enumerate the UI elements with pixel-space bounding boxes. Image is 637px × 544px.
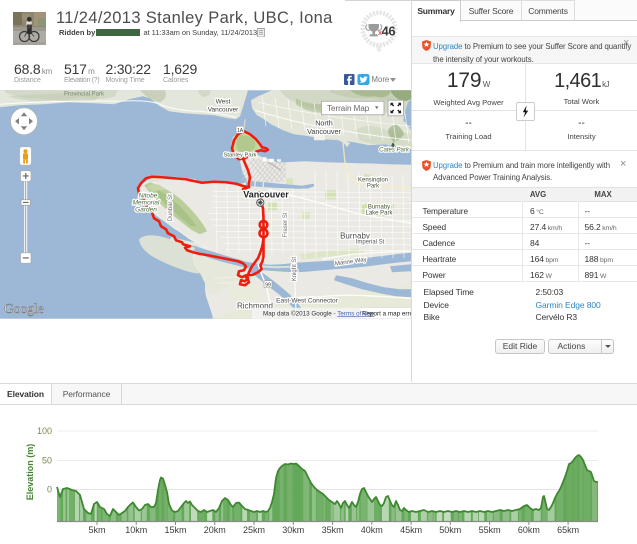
svg-text:Burnaby: Burnaby [340,231,370,240]
svg-text:46: 46 [382,24,396,39]
svg-text:1A: 1A [237,128,244,134]
svg-text:Vancouver: Vancouver [208,106,239,113]
svg-text:5km: 5km [88,525,105,535]
svg-text:30km: 30km [282,525,304,535]
svg-text:East-West Connector: East-West Connector [276,297,338,304]
svg-text:Terrain Map: Terrain Map [327,104,370,113]
svg-text:Imperial St: Imperial St [356,239,385,245]
svg-text:15km: 15km [164,525,186,535]
svg-text:Map data ©2013 Google - Terms: Map data ©2013 Google - Terms of Use [263,309,375,317]
svg-text:Cates Park: Cates Park [379,147,410,153]
svg-text:65km: 65km [557,525,579,535]
svg-text:Report a map error: Report a map error [362,310,411,317]
svg-text:West: West [216,98,231,105]
svg-text:25km: 25km [243,525,265,535]
svg-text:Elevation (m): Elevation (m) [25,444,35,501]
svg-text:0: 0 [47,485,52,495]
svg-text:55km: 55km [479,525,501,535]
svg-text:Lake Park: Lake Park [365,210,393,216]
svg-text:100: 100 [37,426,52,436]
svg-text:99: 99 [265,282,271,288]
svg-text:Garden: Garden [135,206,157,213]
svg-text:35km: 35km [322,525,344,535]
svg-text:Vancouver: Vancouver [307,127,341,136]
svg-text:Dunbar St: Dunbar St [168,194,174,221]
svg-text:North: North [315,118,333,127]
svg-text:50: 50 [42,456,52,466]
svg-text:Fraser St: Fraser St [283,212,289,237]
svg-text:60km: 60km [518,525,540,535]
svg-text:45km: 45km [400,525,422,535]
svg-text:20km: 20km [204,525,226,535]
svg-text:Memorial: Memorial [133,199,160,206]
svg-text:10km: 10km [125,525,147,535]
svg-text:Vancouver: Vancouver [243,189,289,199]
svg-text:Nitobe: Nitobe [139,192,158,199]
svg-text:Knight St: Knight St [292,257,298,282]
svg-text:Google: Google [4,301,44,316]
svg-text:Kensington: Kensington [358,177,388,183]
svg-text:Richmond: Richmond [237,301,273,310]
svg-text:50km: 50km [439,525,461,535]
svg-text:Provincial Park: Provincial Park [64,91,105,97]
svg-text:40km: 40km [361,525,383,535]
svg-text:Burnaby: Burnaby [368,204,390,210]
svg-text:Stanley Park: Stanley Park [224,152,257,158]
svg-text:Park: Park [367,183,380,189]
svg-text:x: x [378,30,382,37]
